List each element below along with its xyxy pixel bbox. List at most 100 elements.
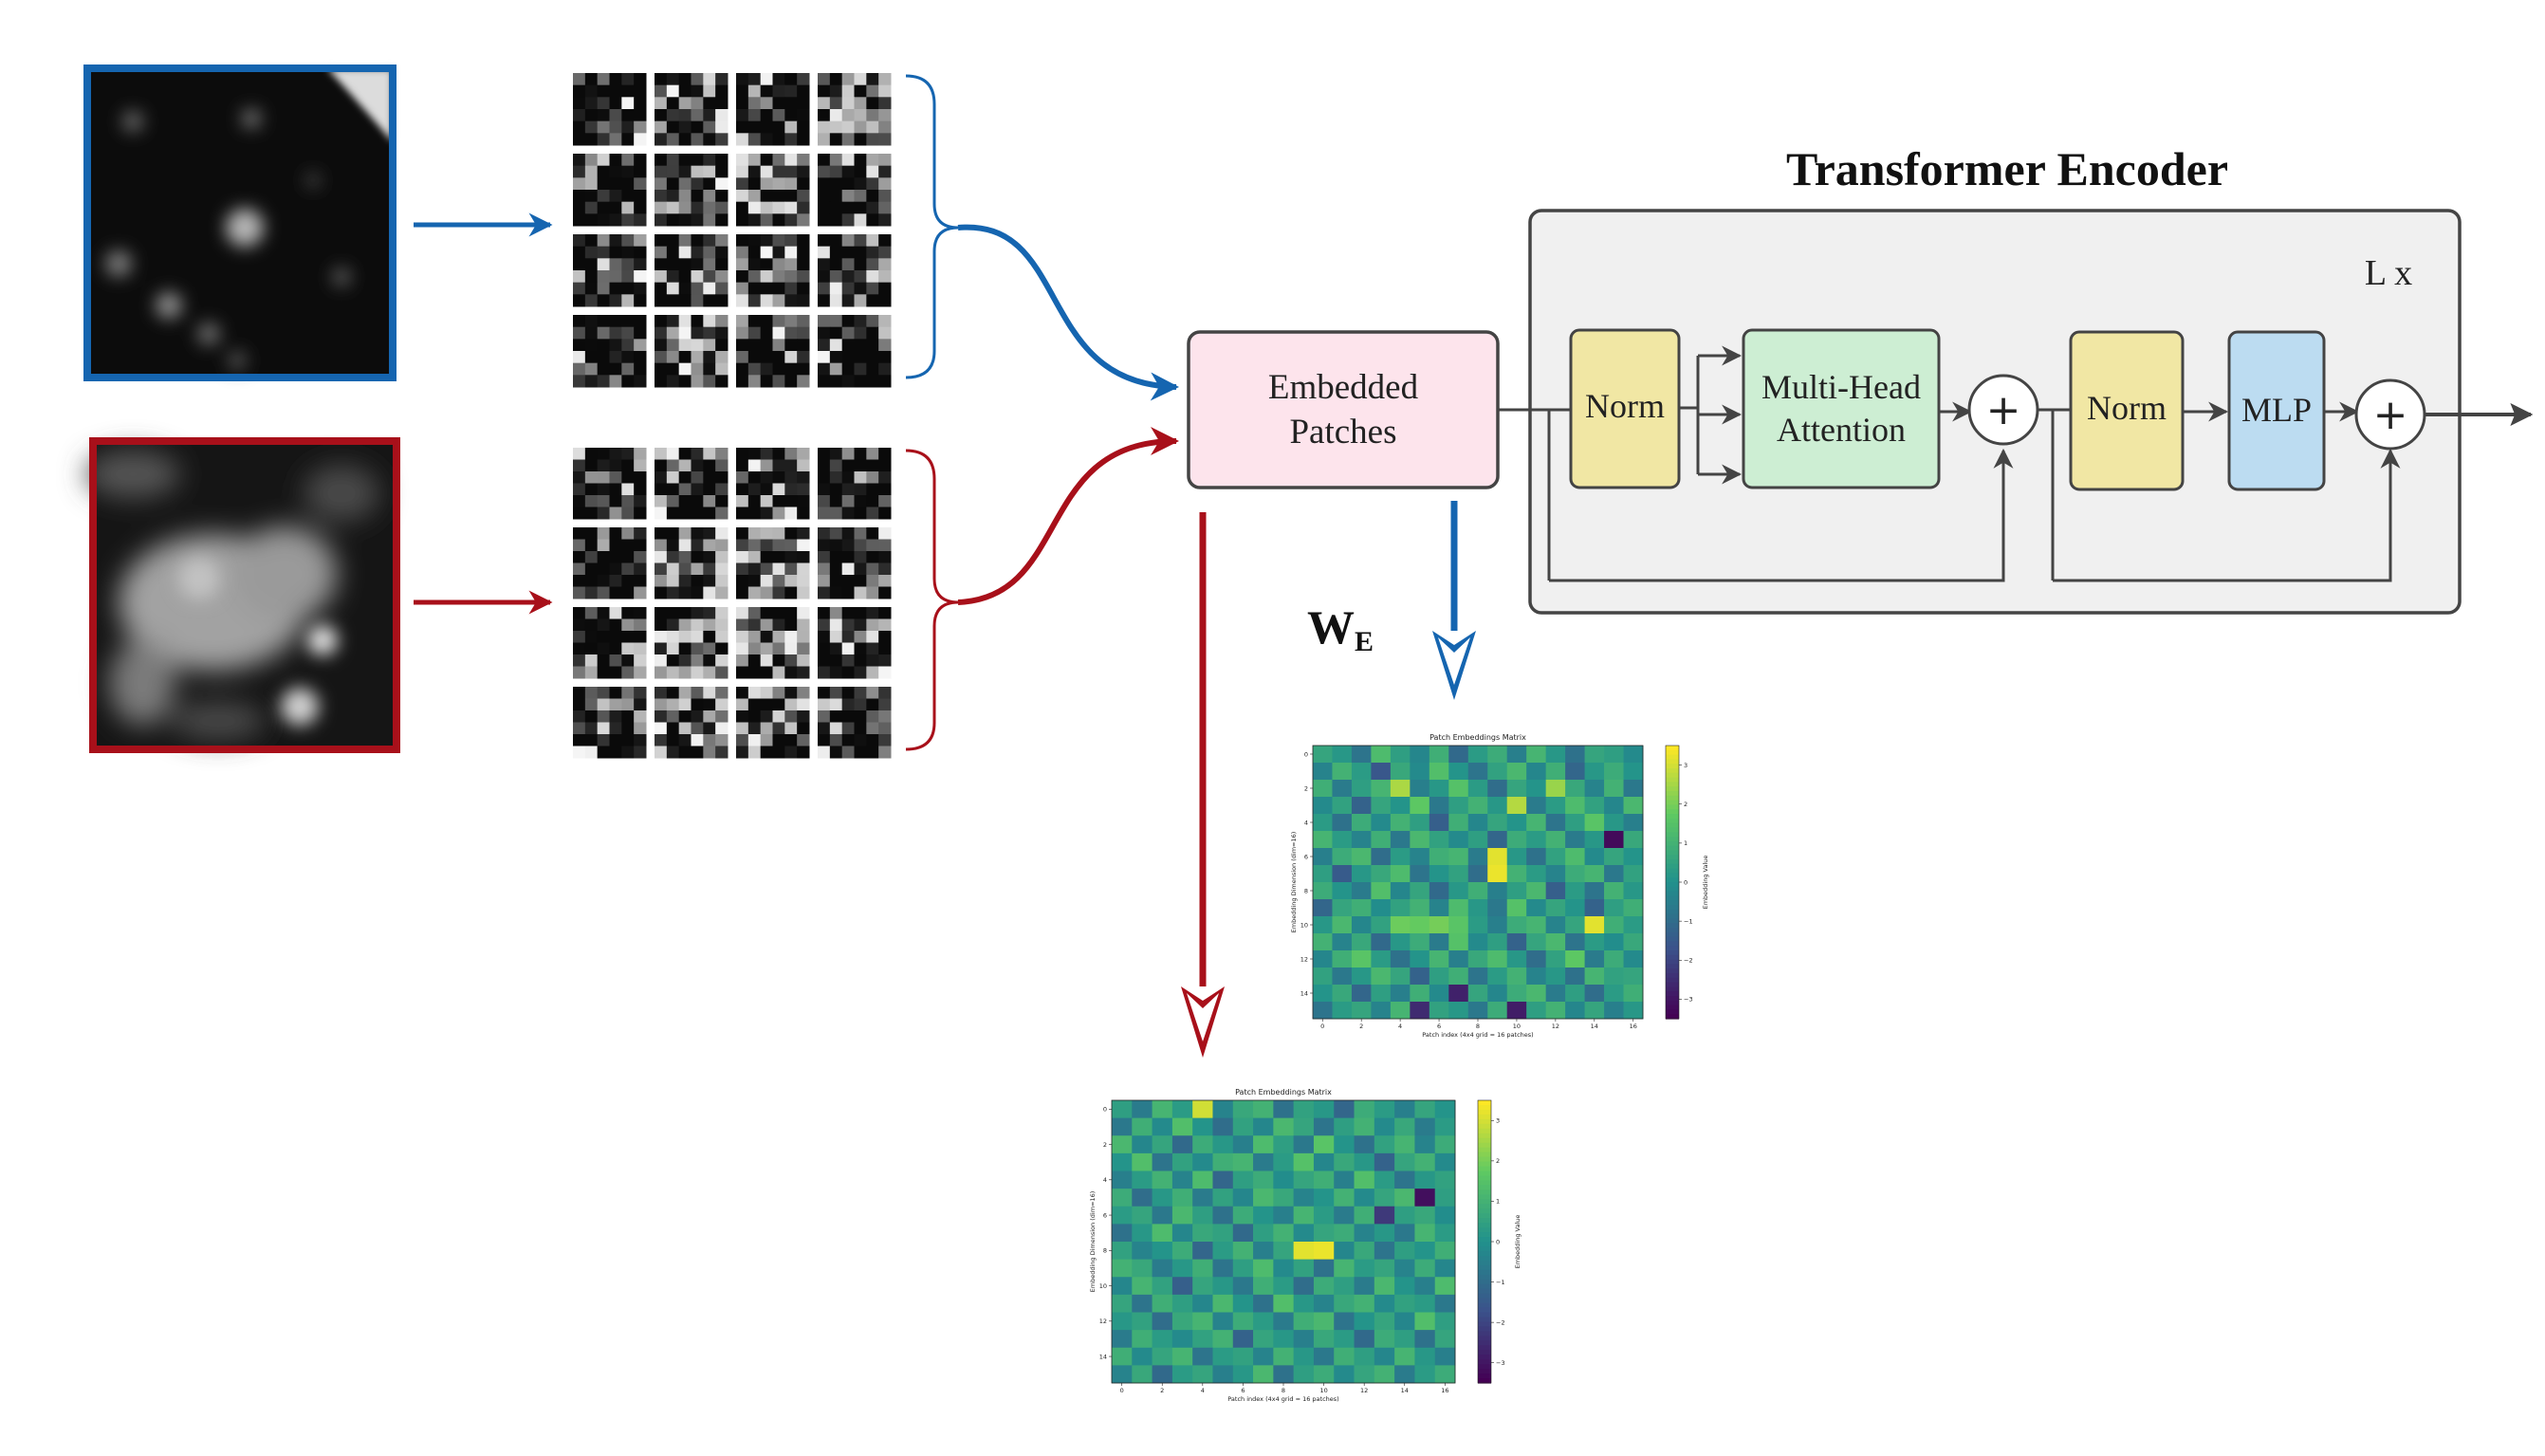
patch-pixel xyxy=(829,710,843,723)
patch-pixel xyxy=(597,734,610,746)
colorbar-step xyxy=(1666,759,1679,765)
patch-pixel xyxy=(609,177,622,191)
patch-pixel xyxy=(584,190,599,203)
patch-pixel xyxy=(715,459,728,472)
heatmap-cell xyxy=(1374,1277,1395,1296)
patch-pixel xyxy=(573,165,586,178)
patch-pixel xyxy=(655,213,668,227)
patch-pixel xyxy=(691,351,704,364)
patch-pixel xyxy=(854,666,867,679)
heatmap-x-tick: 12 xyxy=(1552,1023,1559,1030)
heatmap-cell xyxy=(1506,848,1527,866)
heatmap-cell xyxy=(1584,1002,1605,1020)
patch-pixel xyxy=(878,213,892,227)
heatmap-cell xyxy=(1132,1224,1153,1243)
patch-pixel xyxy=(854,246,867,259)
heatmap-cell xyxy=(1604,831,1624,849)
patch-pixel xyxy=(678,448,692,460)
patch-pixel xyxy=(666,326,680,340)
patch-pixel xyxy=(609,586,622,599)
heatmap-cell xyxy=(1334,1170,1355,1189)
heatmap-cell xyxy=(1526,780,1547,798)
patch-pixel xyxy=(818,495,831,507)
heatmap-cell xyxy=(1374,1224,1395,1243)
patch-pixel xyxy=(784,294,798,307)
patch-pixel xyxy=(621,190,635,203)
patch-pixel xyxy=(597,539,610,552)
patch-pixel xyxy=(736,586,749,599)
patch-pixel xyxy=(829,618,843,632)
patch-pixel xyxy=(584,483,599,496)
patch-pixel xyxy=(854,339,867,352)
patch-pixel xyxy=(829,177,843,191)
patch-pixel xyxy=(634,234,647,248)
heatmap-cell xyxy=(1112,1259,1133,1278)
heatmap-cell xyxy=(1273,1347,1295,1366)
patch-pixel xyxy=(678,471,692,484)
patch-pixel xyxy=(818,527,831,540)
patch-pixel xyxy=(878,551,892,563)
patch-pixel xyxy=(772,213,785,227)
heatmap-cell xyxy=(1506,916,1527,934)
patch-pixel xyxy=(584,448,599,460)
patch-pixel xyxy=(678,527,692,540)
heatmap-cell xyxy=(1232,1100,1254,1119)
patch-pixel xyxy=(634,165,647,178)
patch-pixel xyxy=(878,165,892,178)
patch-pixel xyxy=(841,539,855,552)
heatmap-cell xyxy=(1152,1206,1173,1225)
patch-pixel xyxy=(678,177,692,191)
patch-pixel xyxy=(747,448,762,460)
colorbar-step xyxy=(1666,982,1679,987)
patch-pixel xyxy=(736,213,749,227)
patch-pixel xyxy=(747,339,762,352)
patch-pixel xyxy=(797,642,810,655)
patch-pixel xyxy=(747,575,762,587)
heatmap-cell xyxy=(1434,1100,1456,1119)
patch-pixel xyxy=(818,294,831,307)
colorbar-step xyxy=(1666,746,1679,751)
heatmap-cell xyxy=(1332,780,1353,798)
patch-pixel xyxy=(784,326,798,340)
patch-pixel xyxy=(621,666,635,679)
heatmap-cell xyxy=(1212,1100,1234,1119)
patch-pixel xyxy=(609,258,622,271)
heatmap-cell xyxy=(1487,848,1508,866)
heatmap-cell xyxy=(1545,968,1566,986)
heatmap-cell xyxy=(1253,1294,1274,1313)
heatmap-cell xyxy=(1526,882,1547,900)
heatmap-cell xyxy=(1390,763,1411,781)
heatmap-cell xyxy=(1374,1189,1395,1207)
patch-pixel xyxy=(854,539,867,552)
patch-pixel xyxy=(878,246,892,259)
heatmap-cell xyxy=(1112,1294,1133,1313)
patch-pixel xyxy=(772,722,785,735)
heatmap-cell xyxy=(1429,865,1449,883)
patch-pixel xyxy=(772,710,785,723)
patch-pixel xyxy=(703,258,716,271)
heatmap-cell xyxy=(1565,746,1585,764)
patch-pixel xyxy=(829,201,843,214)
patch-pixel xyxy=(666,722,680,735)
patch-pixel xyxy=(703,562,716,576)
colorbar-step xyxy=(1478,1109,1491,1115)
heatmap-cell xyxy=(1132,1365,1153,1384)
patch-pixel xyxy=(621,483,635,496)
patch-pixel xyxy=(621,326,635,340)
patch-pixel xyxy=(597,459,610,472)
patch-pixel xyxy=(784,351,798,364)
patch-pixel xyxy=(691,507,704,520)
patch-pixel xyxy=(747,133,762,146)
heatmap-cell xyxy=(1253,1330,1274,1349)
patch-pixel xyxy=(866,666,879,679)
heatmap-cell xyxy=(1506,985,1527,1003)
patch-pixel xyxy=(772,654,785,667)
patch-pixel xyxy=(854,133,867,146)
patch-pixel xyxy=(736,201,749,214)
heatmap-cell xyxy=(1394,1206,1415,1225)
heatmap-cell xyxy=(1487,1002,1508,1020)
colorbar-step xyxy=(1478,1326,1491,1332)
heatmap-cell xyxy=(1112,1347,1133,1366)
patch-pixel xyxy=(866,687,879,699)
heatmap-cell xyxy=(1429,899,1449,917)
